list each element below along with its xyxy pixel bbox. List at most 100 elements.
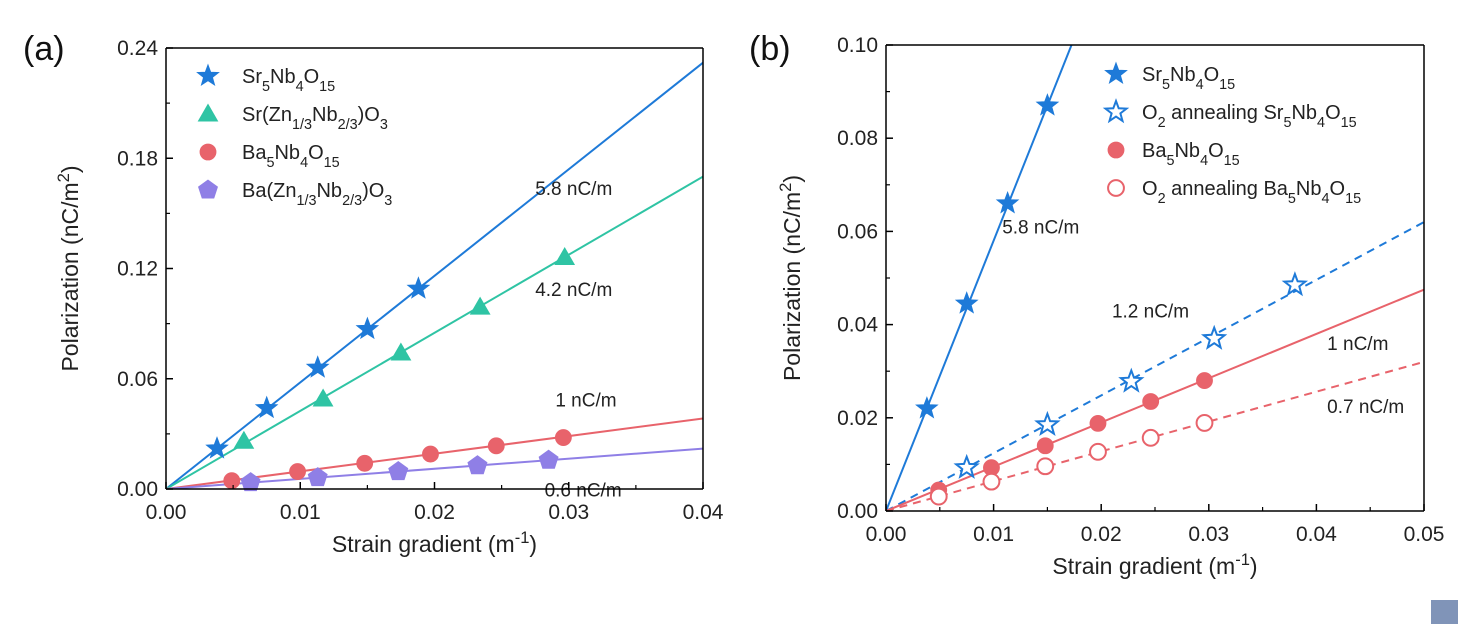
legend-label-1: Sr5Nb4O15 [242, 66, 335, 95]
legend-label-4: O2 annealing Ba5Nb4O15 [1142, 178, 1361, 207]
y-tick-label: 0.00 [117, 478, 158, 501]
data-point-s1-3 [995, 190, 1020, 214]
data-point-s3-6 [554, 429, 572, 446]
data-point-s3-3 [1036, 437, 1054, 455]
data-point-s2-3 [1118, 367, 1145, 393]
data-point-s3-6 [1196, 372, 1213, 389]
panel-label: (b) [749, 30, 791, 68]
legend-marker-4 [1107, 179, 1125, 197]
legend-marker-2 [1102, 98, 1130, 124]
legend-marker-3 [1107, 141, 1125, 159]
legend-marker-1 [196, 63, 220, 87]
fit-line-2 [166, 175, 703, 489]
data-point-s4-2 [307, 467, 328, 487]
data-point-s1-4 [1035, 93, 1060, 116]
y-tick-label: 0.00 [837, 500, 878, 523]
fit-line-1 [166, 61, 703, 489]
slope-label-3: 1 nC/m [1327, 334, 1388, 355]
fit-line-1 [886, 45, 1073, 511]
x-tick-label: 0.02 [414, 501, 455, 524]
y-tick-label: 0.04 [837, 314, 878, 337]
slope-label-4: 0.7 nC/m [1327, 397, 1404, 418]
legend-label-4: Ba(Zn1/3Nb2/3)O3 [242, 180, 392, 209]
y-tick-label: 0.24 [117, 37, 158, 60]
data-point-s2-5 [554, 246, 576, 265]
legend-label-3: Ba5Nb4O15 [1142, 140, 1240, 169]
data-point-s2-1 [233, 430, 255, 449]
data-point-s4-5 [538, 449, 559, 469]
x-tick-label: 0.04 [683, 501, 724, 524]
slope-label-4: 0.6 nC/m [545, 480, 622, 501]
legend-label-3: Ba5Nb4O15 [242, 142, 340, 171]
corner-box [1431, 600, 1458, 624]
legend-marker-3 [199, 143, 217, 161]
data-point-s4-3 [1036, 457, 1055, 476]
data-point-s4-1 [240, 472, 261, 492]
slope-label-2: 4.2 nC/m [535, 280, 612, 301]
x-tick-label: 0.04 [1296, 523, 1337, 546]
data-point-s4-2 [982, 472, 1001, 491]
y-tick-label: 0.18 [117, 147, 158, 170]
data-point-s3-3 [356, 454, 374, 472]
slope-label-2: 1.2 nC/m [1112, 302, 1189, 323]
data-point-s4-4 [1089, 442, 1107, 461]
data-point-s3-5 [1142, 393, 1160, 410]
legend-label-1: Sr5Nb4O15 [1142, 64, 1235, 93]
legend-marker-1 [1104, 61, 1128, 85]
data-point-s2-4 [1200, 324, 1228, 350]
data-point-s1-1 [915, 396, 939, 419]
panel-b-chart: (b)5.8 nC/m1.2 nC/m1 nC/m0.7 nC/m0.00 0.0… [749, 30, 1444, 579]
data-point-s2-2 [1034, 410, 1061, 437]
data-point-s1-2 [954, 291, 979, 314]
data-point-s3-5 [487, 437, 505, 455]
data-point-s1-3 [305, 355, 330, 378]
data-point-s4-3 [388, 460, 409, 481]
data-point-s2-5 [1281, 271, 1309, 297]
slope-label-1: 5.8 nC/m [535, 179, 612, 200]
data-point-s1-4 [355, 316, 380, 340]
x-tick-label: 0.00 [146, 501, 187, 524]
data-point-s4-4 [467, 455, 488, 475]
data-point-s3-2 [289, 463, 306, 480]
x-tick-label: 0.00 [866, 523, 907, 546]
data-point-s4-1 [929, 487, 948, 506]
y-tick-label: 0.08 [837, 127, 878, 150]
x-tick-label: 0.01 [973, 523, 1014, 546]
panel-a-chart: (a)5.8 nC/m4.2 nC/m1 nC/m0.6 nC/m0.00 0.0… [23, 30, 724, 557]
y-tick-label: 0.06 [117, 368, 158, 391]
data-point-s1-5 [406, 276, 431, 299]
data-point-s1-2 [254, 395, 279, 419]
y-axis-title: Polarization (nC/m2) [54, 165, 84, 371]
data-point-s3-4 [422, 445, 439, 463]
data-point-s2-3 [390, 342, 412, 361]
x-axis-title: Strain gradient (m-1) [332, 528, 537, 558]
fit-line-4 [886, 360, 1424, 511]
x-tick-label: 0.03 [1188, 523, 1229, 546]
y-tick-label: 0.12 [117, 258, 158, 281]
data-point-s1-1 [205, 436, 229, 459]
x-tick-label: 0.03 [548, 501, 589, 524]
slope-label-1: 5.8 nC/m [1002, 218, 1079, 239]
y-tick-label: 0.10 [837, 34, 878, 57]
x-tick-label: 0.05 [1404, 523, 1445, 546]
y-tick-label: 0.02 [837, 407, 878, 430]
data-point-s3-1 [223, 472, 241, 490]
data-point-s4-5 [1141, 428, 1160, 447]
legend-marker-4 [198, 179, 218, 199]
legend-label-2: O2 annealing Sr5Nb4O15 [1142, 102, 1357, 131]
fit-line-2 [886, 221, 1424, 511]
data-point-s2-1 [953, 453, 980, 479]
panel-label: (a) [23, 30, 65, 68]
y-tick-label: 0.06 [837, 220, 878, 243]
x-tick-label: 0.02 [1081, 523, 1122, 546]
data-point-s3-4 [1089, 414, 1107, 432]
data-point-s2-2 [312, 388, 334, 407]
x-axis-title: Strain gradient (m-1) [1052, 550, 1257, 580]
legend-label-2: Sr(Zn1/3Nb2/3)O3 [242, 104, 388, 133]
data-point-s4-6 [1195, 414, 1214, 432]
data-point-s2-4 [469, 296, 491, 315]
x-tick-label: 0.01 [280, 501, 321, 524]
y-axis-title: Polarization (nC/m2) [776, 175, 806, 381]
legend-marker-2 [197, 103, 219, 122]
